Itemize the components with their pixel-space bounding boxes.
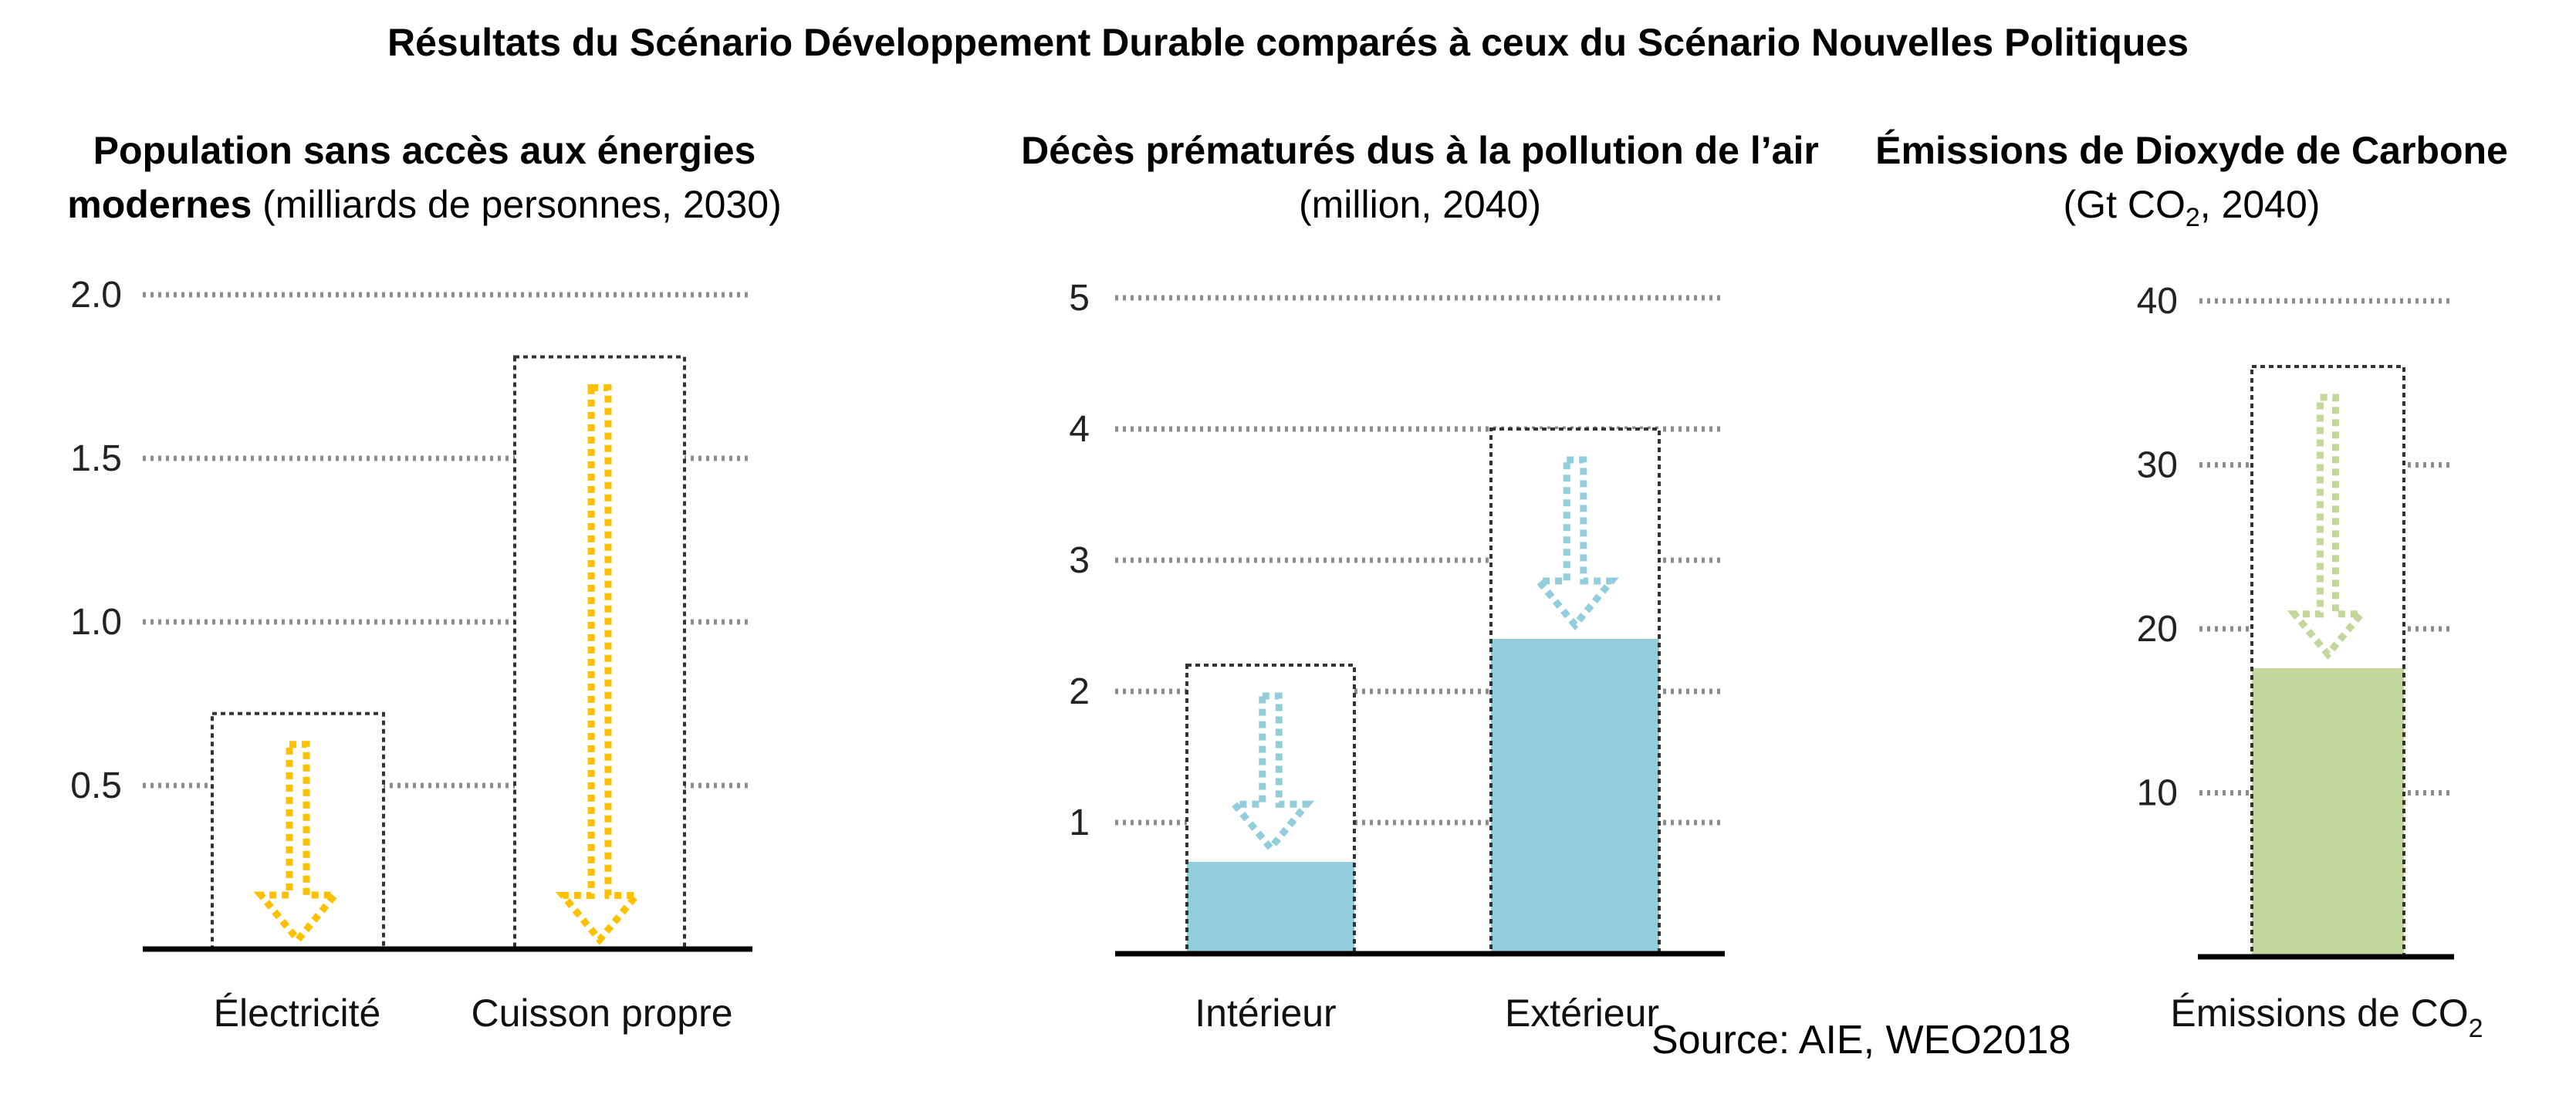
bar-sustainable-development [1187, 862, 1354, 954]
y-tick-label: 4 [1069, 409, 1090, 450]
y-tick-label: 1.0 [70, 602, 122, 643]
y-tick-label: 10 [2137, 773, 2178, 814]
y-tick-label: 0.5 [70, 765, 122, 806]
panel-title-air-pollution: Décès prématurés dus à la pollution de l… [1011, 123, 1829, 231]
down-arrow-icon [253, 741, 343, 946]
bar-sustainable-development [2252, 668, 2404, 957]
panel-title-bold: Décès prématurés dus à la pollution de l… [1021, 129, 1819, 172]
y-tick-label: 5 [1069, 278, 1090, 319]
category-label: Électricité [214, 992, 381, 1035]
y-tick-label: 2 [1069, 671, 1090, 712]
y-tick-label: 20 [2137, 609, 2178, 650]
y-tick-label: 2.0 [70, 275, 122, 316]
bar-frame-background [515, 356, 685, 949]
category-label: Émissions de CO2 [2170, 992, 2483, 1043]
bar-sustainable-development [1491, 639, 1659, 954]
category-label-sub: 2 [2469, 1014, 2483, 1043]
panel-title-co2: Émissions de Dioxyde de Carbone (Gt CO2,… [1837, 123, 2547, 245]
category-label: Cuisson propre [471, 992, 732, 1035]
category-label: Intérieur [1195, 992, 1336, 1035]
y-tick-label: 30 [2137, 445, 2178, 486]
panel-title-unit-sub: 2 [2185, 203, 2200, 232]
panel-title-unit: (million, 2040) [1298, 183, 1541, 226]
bar-new-policies-frame [1185, 664, 1356, 955]
panel-title-energy-access: Population sans accès aux énergies moder… [15, 123, 833, 231]
main-title: Résultats du Scénario Développement Dura… [387, 21, 2189, 64]
panel-title-unit-post: , 2040) [2199, 183, 2321, 226]
y-tick-label: 1.5 [70, 438, 122, 479]
down-arrow-icon [555, 384, 644, 946]
panel-title-bold: Émissions de Dioxyde de Carbone [1875, 129, 2508, 172]
y-tick-label: 1 [1069, 802, 1090, 843]
panel-title-unit: (milliards de personnes, 2030) [262, 183, 782, 226]
category-label: Extérieur [1505, 992, 1659, 1035]
bar-new-policies-frame [513, 355, 686, 951]
y-tick-label: 3 [1069, 540, 1090, 581]
down-arrow-icon [1227, 692, 1314, 854]
panel-title-unit-pre: (Gt CO [2063, 183, 2186, 226]
panel-title-unit: (Gt CO2, 2040) [2063, 183, 2321, 232]
source-note: Source: AIE, WEO2018 [1651, 1018, 2071, 1063]
category-label-main: Émissions de CO [2170, 992, 2468, 1035]
down-arrow-icon [2287, 394, 2369, 660]
panel-title-bold: Population sans accès aux énergies moder… [67, 129, 756, 226]
y-tick-label: 40 [2137, 281, 2178, 322]
bar-frame-background [212, 713, 384, 949]
